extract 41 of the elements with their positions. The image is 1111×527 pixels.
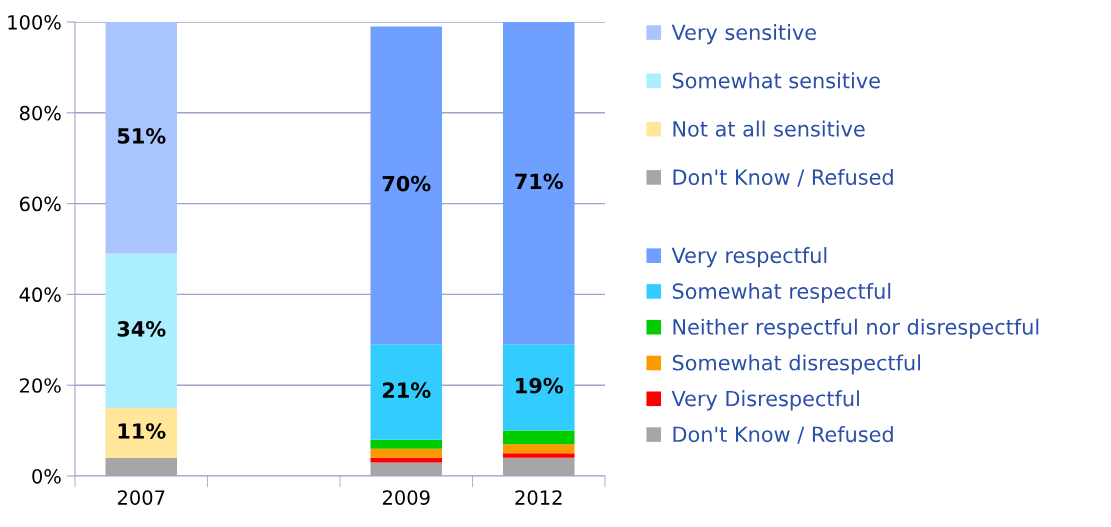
bar <box>105 22 178 254</box>
x-tick-label: 2007 <box>117 490 165 505</box>
y-tick-label: 20% <box>20 378 61 393</box>
bar <box>370 448 443 458</box>
bar <box>370 344 443 440</box>
bar <box>105 407 178 458</box>
x-tick-label: 2012 <box>515 490 562 505</box>
y-tick-label: 40% <box>19 287 61 303</box>
legend-label: Very Disrespectful <box>671 390 859 411</box>
data-label: 34% <box>117 321 166 337</box>
legend-label: Very sensitive <box>671 24 816 45</box>
data-label: 19% <box>516 377 564 394</box>
bar <box>105 253 178 408</box>
y-tick-label: 100% <box>8 14 61 30</box>
legend-label: Neither respectful nor disrespectful <box>673 318 1039 339</box>
data-label: 71% <box>515 173 564 190</box>
bar <box>502 430 575 445</box>
legend-label: Somewhat respectful <box>672 282 891 304</box>
bar <box>502 22 575 345</box>
legend-label: Don't Know / Refused <box>673 426 893 444</box>
y-tick-label: 60% <box>19 196 61 212</box>
x-tick-label: 2009 <box>382 490 430 505</box>
legend-label: Not at all sensitive <box>673 120 865 137</box>
bar <box>502 444 575 454</box>
bar <box>502 344 575 431</box>
legend-label: Don't Know / Refused <box>673 168 893 187</box>
bar <box>370 26 443 345</box>
data-label: 70% <box>382 175 431 192</box>
bar <box>370 462 443 476</box>
legend-label: Somewhat sensitive <box>672 72 880 89</box>
data-label: 11% <box>118 423 166 439</box>
bar <box>502 453 575 458</box>
y-tick-label: 0% <box>32 468 61 484</box>
bar <box>502 457 575 476</box>
legend-label: Somewhat disrespectful <box>672 354 921 375</box>
data-label: 21% <box>382 382 431 399</box>
y-tick-label: 80% <box>19 105 61 121</box>
bar <box>370 439 443 449</box>
bar <box>105 457 178 476</box>
legend-label: Very respectful <box>671 247 827 268</box>
data-label: 51% <box>117 128 166 144</box>
